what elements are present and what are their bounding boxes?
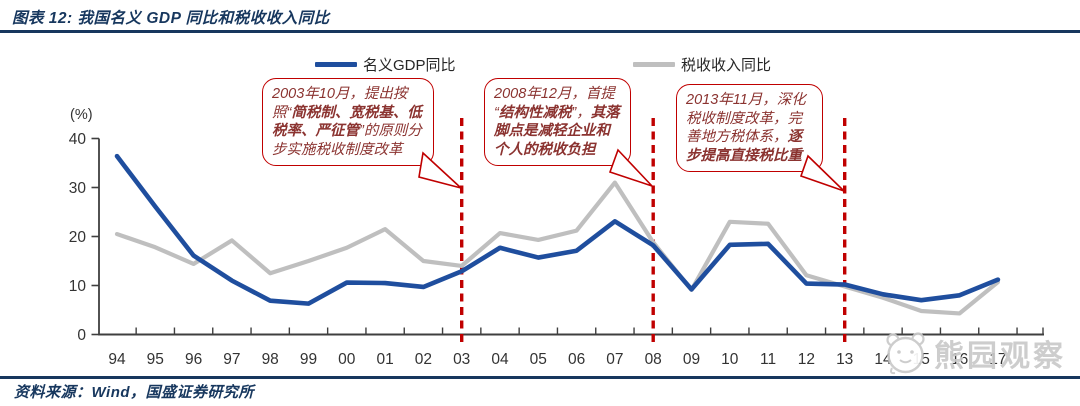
x-tick-label: 02	[415, 351, 432, 368]
x-tick-label: 97	[223, 351, 240, 368]
x-tick-label: 94	[108, 351, 126, 368]
annotation-text-segment: 结构性减税	[498, 104, 572, 121]
tax-line-swatch	[633, 62, 675, 67]
annotation-text-segment: 2003年10月，提出按照“	[272, 86, 408, 121]
x-tick-label: 05	[530, 351, 547, 368]
y-tick-label: 40	[69, 131, 87, 148]
gdp-line-swatch	[315, 62, 357, 67]
y-tick-label: 0	[77, 327, 86, 344]
tax-revenue-line	[114, 180, 1001, 316]
x-tick-label: 07	[606, 351, 623, 368]
x-tick-label: 06	[568, 351, 585, 368]
y-tick-label: 20	[69, 229, 87, 246]
x-tick-label: 11	[760, 351, 776, 368]
x-tick-label: 08	[645, 351, 662, 368]
annotation-text-segment: 2008年12月，首提 “	[494, 86, 615, 121]
bear-face-icon	[886, 332, 925, 375]
annotation-2008-callout: 2008年12月，首提 “结构性减税”，其落脚点是减轻企业和个人的税收负担	[484, 78, 631, 166]
x-tick-label: 04	[491, 351, 509, 368]
chart-legend: 名义GDP同比 税收收入同比	[0, 54, 1080, 74]
x-tick-label: 17	[989, 351, 1006, 368]
y-tick-label: 30	[69, 180, 87, 197]
x-tick-label: 01	[376, 351, 393, 368]
y-tick-label: 10	[69, 278, 87, 295]
annotation-2013-callout: 2013年11月，深化税收制度改革，完善地方税体系，逐步提高直接税比重	[676, 84, 823, 172]
watermark-text: 熊园观察	[934, 340, 1066, 373]
annotation-text-segment: 2013年11月，深化税收制度改革，完善地方税体系，	[686, 92, 806, 145]
x-tick-label: 95	[147, 351, 164, 368]
figure-title: 图表 12: 我国名义 GDP 同比和税收收入同比	[12, 10, 330, 27]
legend-item-tax: 税收收入同比	[633, 54, 771, 75]
x-tick-label: 12	[798, 351, 815, 368]
annotation-2003-callout: 2003年10月，提出按照“简税制、宽税基、低税率、严征管”的原则分步实施税收制…	[262, 78, 434, 166]
source-note: 资料来源：Wind，国盛证券研究所	[14, 384, 255, 401]
x-tick-label: 09	[683, 351, 700, 368]
x-tick-label: 10	[721, 351, 739, 368]
annotation-text-segment: 逐步提高直接税比重	[686, 129, 802, 164]
title-divider	[0, 30, 1080, 33]
x-tick-label: 99	[300, 351, 317, 368]
y-axis-unit-label: (%)	[70, 107, 93, 123]
annotation-text-segment: 其落脚点是减轻企业和个人的税收负担	[494, 104, 620, 158]
annotation-text-segment: ”的原则分步实施税收制度改革	[272, 123, 422, 158]
legend-item-gdp: 名义GDP同比	[315, 54, 456, 75]
watermark: 熊园观察	[882, 330, 1066, 376]
x-tick-label: 16	[951, 351, 968, 368]
x-tick-label: 00	[338, 351, 356, 368]
nominal-gdp-line	[114, 153, 1001, 306]
x-tick-label: 98	[262, 351, 279, 368]
annotation-text-segment: 简税制、宽税基、低税率、严征管	[272, 104, 422, 140]
legend-label-tax: 税收收入同比	[681, 57, 772, 74]
footer-divider	[0, 376, 1080, 379]
annotation-text-segment: ”，	[571, 104, 591, 121]
x-tick-label: 13	[836, 351, 853, 368]
x-tick-label: 96	[185, 351, 202, 368]
x-tick-label: 03	[453, 351, 470, 368]
legend-label-gdp: 名义GDP同比	[363, 57, 456, 74]
